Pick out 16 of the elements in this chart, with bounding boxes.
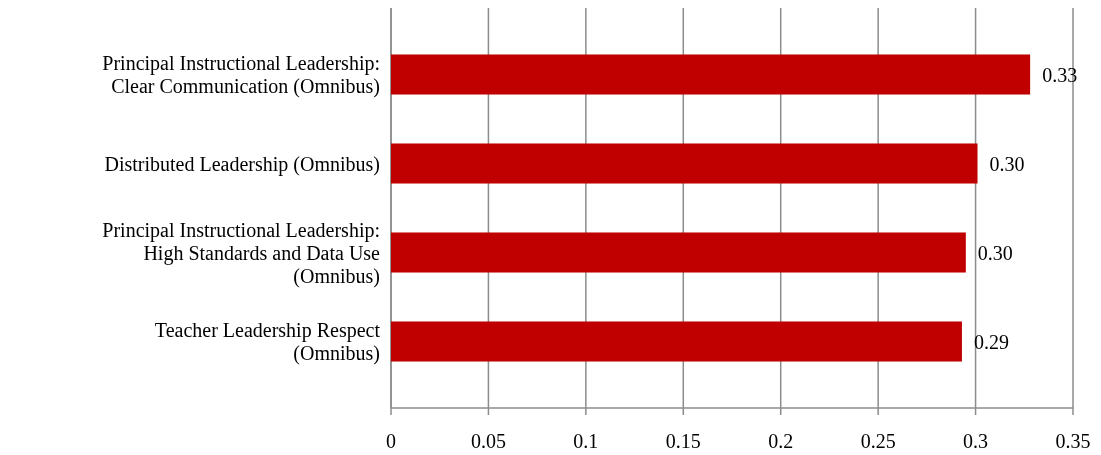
data-label: 0.29 xyxy=(973,330,1009,353)
y-tick-label: Principal Instructional Leadership: High Standards and Data Use (Omnibus) xyxy=(102,218,381,288)
x-tick-label: 0.15 xyxy=(665,430,701,452)
x-tick-label: 0 xyxy=(386,430,396,452)
x-tick-label: 0.25 xyxy=(860,430,896,452)
x-tick-label: 0.3 xyxy=(963,430,989,452)
x-tick-label: 0.05 xyxy=(470,430,506,452)
data-label: 0.30 xyxy=(977,241,1013,264)
y-tick-label: Principal Instructional Leadership: Clear Communication (Omnibus) xyxy=(102,52,380,98)
data-label: 0.33 xyxy=(1042,63,1078,86)
data-label: 0.30 xyxy=(989,152,1025,175)
x-tick-label: 0.1 xyxy=(573,430,599,452)
y-tick-label: Distributed Leadership (Omnibus) xyxy=(104,152,380,176)
x-tick-label: 0.2 xyxy=(768,430,794,452)
y-tick-label: Teacher Leadership Respect (Omnibus) xyxy=(154,319,381,365)
x-tick-label: 0.35 xyxy=(1055,430,1091,452)
